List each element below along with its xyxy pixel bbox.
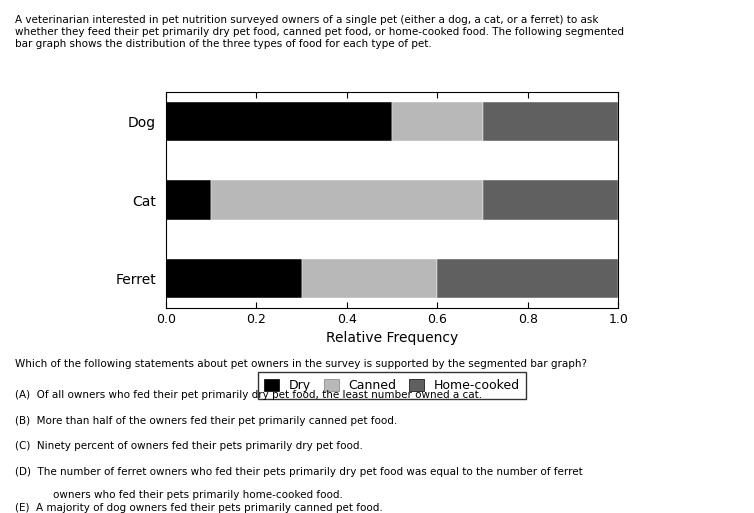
- Text: A veterinarian interested in pet nutrition surveyed owners of a single pet (eith: A veterinarian interested in pet nutriti…: [15, 15, 624, 49]
- Text: (C)  Ninety percent of owners fed their pets primarily dry pet food.: (C) Ninety percent of owners fed their p…: [15, 441, 363, 451]
- Bar: [166, 181, 211, 220]
- Bar: [211, 181, 483, 220]
- Bar: [166, 259, 302, 298]
- Bar: [166, 102, 392, 141]
- Text: (B)  More than half of the owners fed their pet primarily canned pet food.: (B) More than half of the owners fed the…: [15, 416, 397, 425]
- Bar: [483, 102, 618, 141]
- Text: Which of the following statements about pet owners in the survey is supported by: Which of the following statements about …: [15, 359, 587, 369]
- Text: (A)  Of all owners who fed their pet primarily dry pet food, the least number ow: (A) Of all owners who fed their pet prim…: [15, 390, 483, 400]
- Text: owners who fed their pets primarily home-cooked food.: owners who fed their pets primarily home…: [53, 490, 342, 500]
- Bar: [392, 102, 483, 141]
- Text: (D)  The number of ferret owners who fed their pets primarily dry pet food was e: (D) The number of ferret owners who fed …: [15, 467, 583, 477]
- Text: (E)  A majority of dog owners fed their pets primarily canned pet food.: (E) A majority of dog owners fed their p…: [15, 503, 383, 512]
- X-axis label: Relative Frequency: Relative Frequency: [326, 331, 458, 345]
- Bar: [483, 181, 618, 220]
- Bar: [302, 259, 437, 298]
- Bar: [437, 259, 618, 298]
- Legend: Dry, Canned, Home-cooked: Dry, Canned, Home-cooked: [258, 372, 526, 399]
